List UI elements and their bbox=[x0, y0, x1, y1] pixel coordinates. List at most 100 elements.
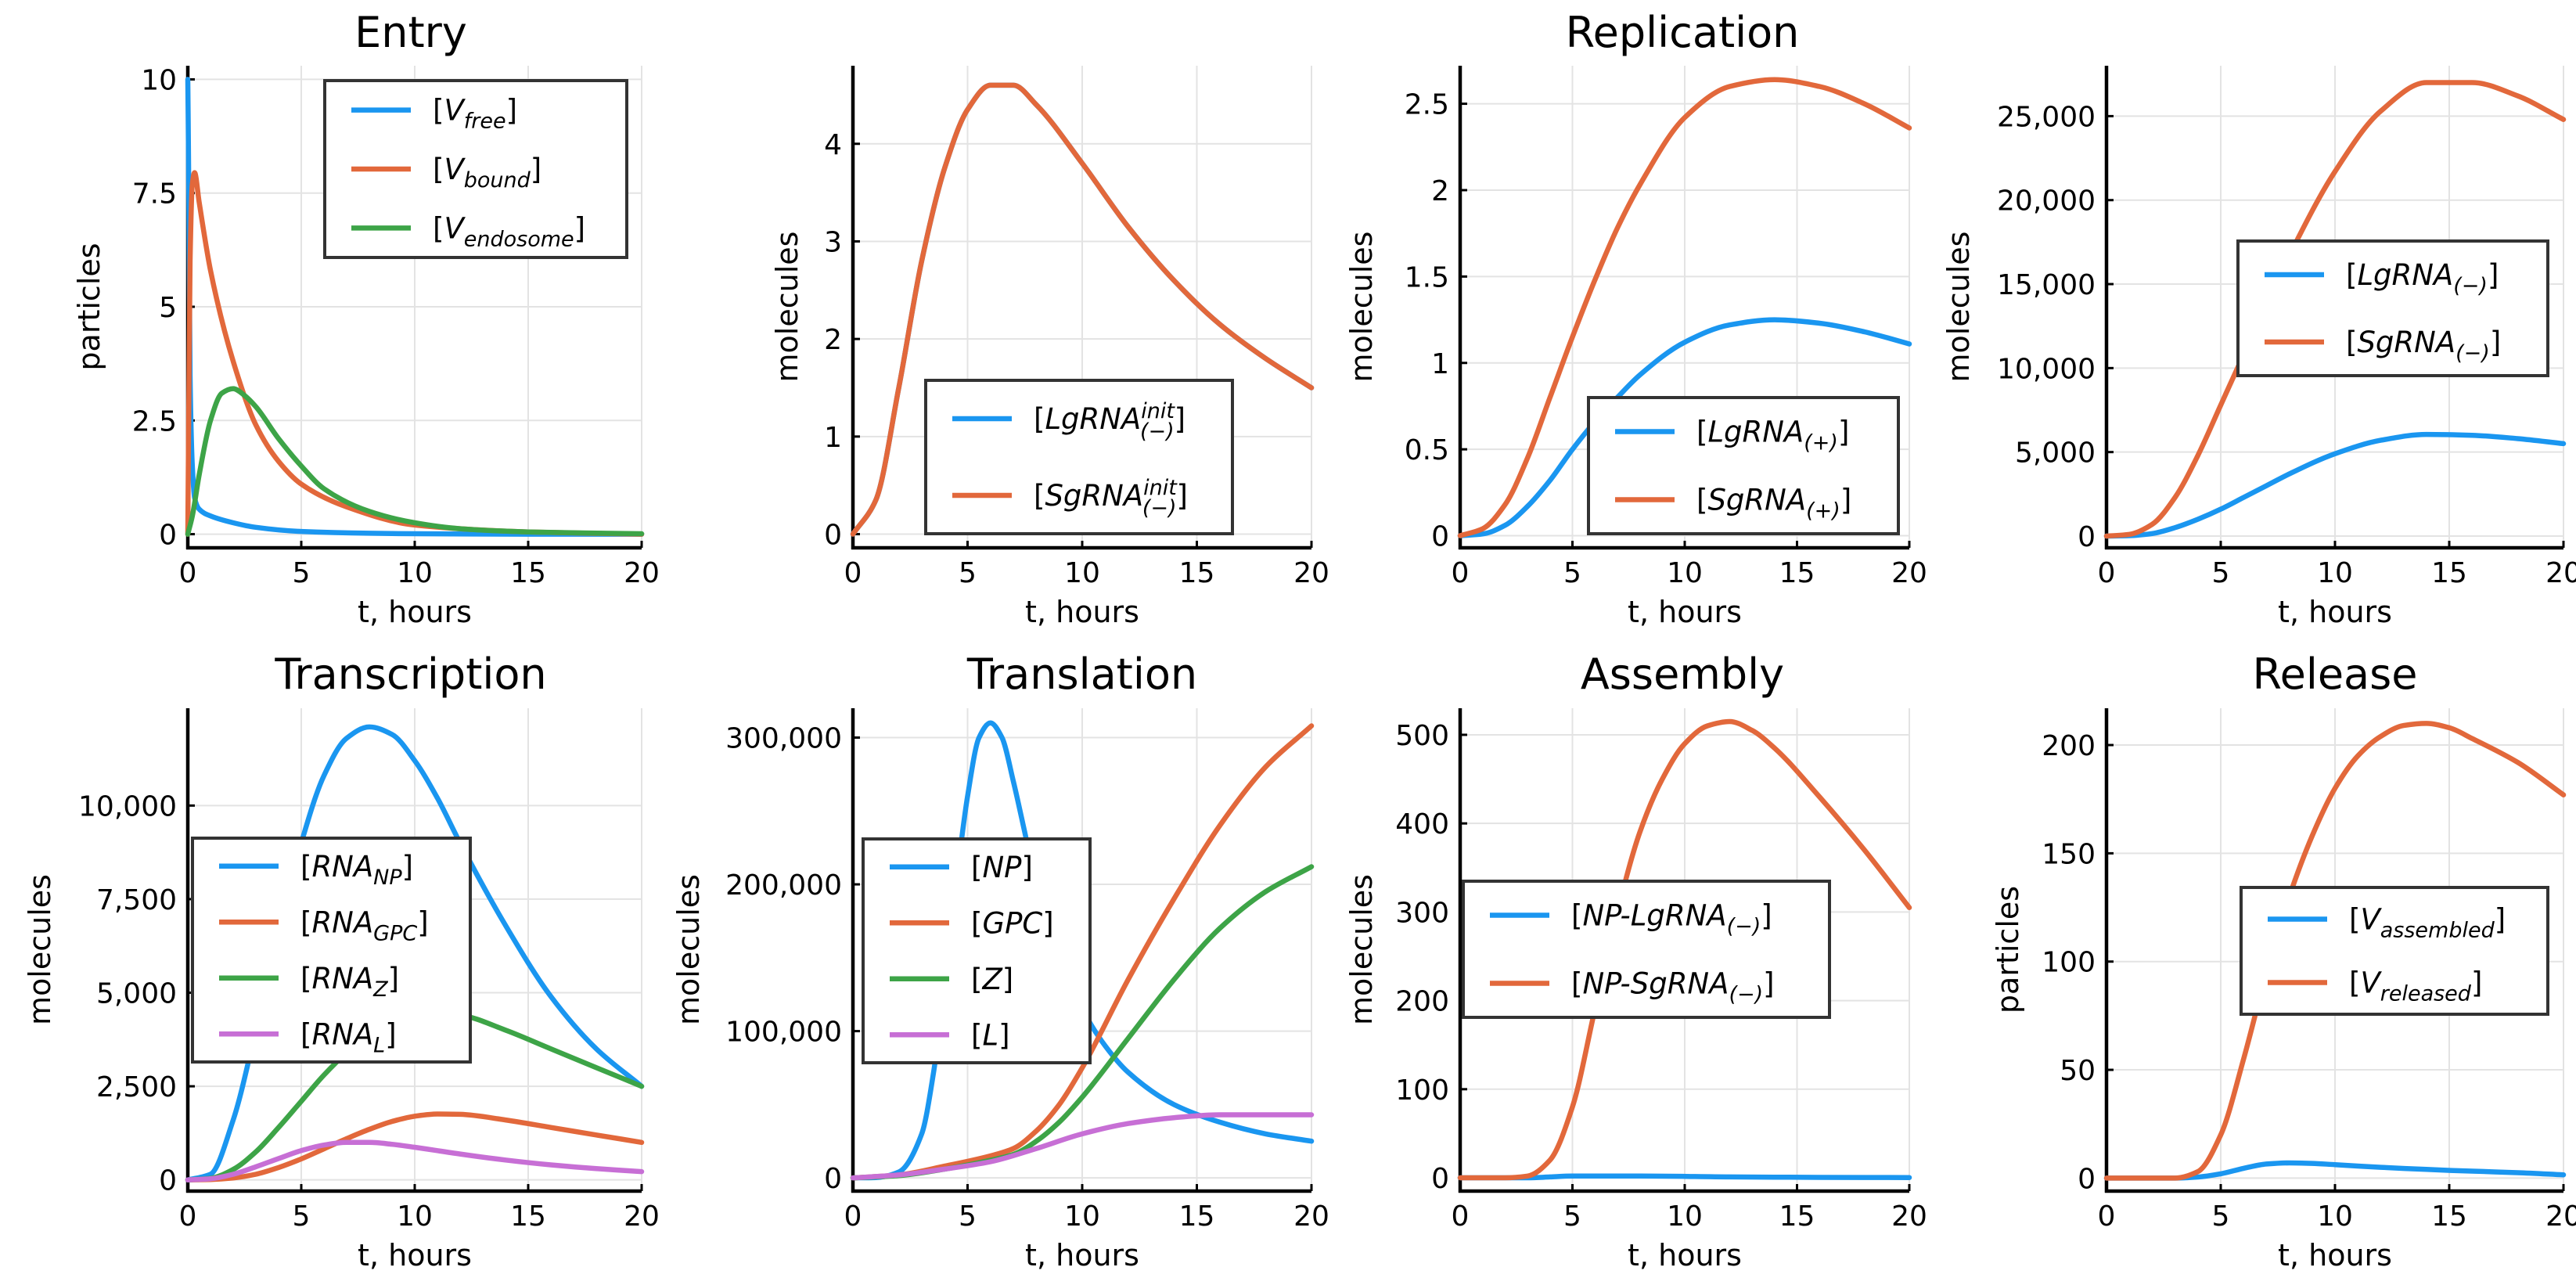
x-tick-label: 10 bbox=[1064, 557, 1100, 589]
y-axis-label: molecules bbox=[1344, 232, 1379, 383]
series-line-3 bbox=[185, 386, 645, 537]
legend-bracket: [ bbox=[1034, 402, 1045, 436]
series-line-2 bbox=[1457, 718, 1912, 1181]
y-tick-label: 2 bbox=[1431, 175, 1449, 207]
legend-subscript: (+) bbox=[1804, 431, 1838, 455]
legend-subscript: released bbox=[2380, 982, 2472, 1006]
legend-bracket: ] bbox=[1761, 899, 1772, 933]
legend-entry: [RNAGPC] bbox=[300, 905, 429, 945]
x-tick-label: 10 bbox=[1667, 557, 1703, 589]
legend-bracket: [ bbox=[1571, 899, 1582, 933]
legend-entry: [RNAZ] bbox=[300, 962, 399, 1002]
x-axis-label: t, hours bbox=[358, 1238, 472, 1272]
x-tick-label: 0 bbox=[2098, 1200, 2116, 1233]
legend-bracket: [ bbox=[433, 94, 444, 128]
x-tick-label: 10 bbox=[1064, 1200, 1100, 1233]
legend-box bbox=[2240, 886, 2549, 1016]
legend-bracket: [ bbox=[971, 1018, 982, 1052]
legend-variable: V bbox=[444, 211, 466, 245]
x-tick-label: 20 bbox=[1891, 557, 1927, 589]
series-line-1 bbox=[850, 720, 1315, 1181]
legend-bracket: [ bbox=[1696, 416, 1707, 449]
y-tick-label: 5,000 bbox=[96, 978, 177, 1010]
legend-subscript: endosome bbox=[464, 227, 574, 251]
legend-bracket: [ bbox=[2349, 903, 2360, 937]
x-tick-label: 20 bbox=[624, 1200, 660, 1233]
y-tick-label: 2,500 bbox=[96, 1071, 177, 1103]
y-tick-label: 50 bbox=[2060, 1055, 2096, 1087]
y-tick-label: 7.5 bbox=[132, 178, 177, 211]
x-tick-label: 5 bbox=[959, 557, 977, 589]
legend-bracket: [ bbox=[1571, 967, 1582, 1001]
legend-entry: [Vassembled] bbox=[2349, 903, 2506, 943]
x-axis-label: t, hours bbox=[358, 595, 472, 629]
legend-box bbox=[1462, 880, 1831, 1019]
legend: [LgRNAinit (−)][SgRNAinit (−)] bbox=[924, 379, 1234, 535]
x-tick-label: 20 bbox=[1293, 1200, 1329, 1233]
legend-subscript: (−) bbox=[1142, 496, 1177, 520]
x-tick-label: 0 bbox=[1452, 557, 1470, 589]
x-tick-label: 15 bbox=[1179, 1200, 1215, 1233]
y-tick-label: 300,000 bbox=[725, 723, 842, 755]
y-tick-label: 300 bbox=[1395, 897, 1449, 929]
y-tick-label: 2.5 bbox=[1405, 89, 1449, 121]
x-tick-label: 5 bbox=[959, 1200, 977, 1233]
legend-variable: V bbox=[2360, 966, 2382, 1000]
x-axis-label: t, hours bbox=[1025, 595, 1139, 629]
y-tick-label: 4 bbox=[824, 129, 842, 161]
y-axis-label: molecules bbox=[23, 874, 57, 1025]
y-tick-label: 25,000 bbox=[1997, 101, 2096, 133]
legend-subscript: (−) bbox=[2455, 341, 2490, 365]
legend-variable: SgRNA bbox=[2357, 326, 2455, 359]
x-tick-label: 20 bbox=[1293, 557, 1329, 589]
y-tick-label: 10,000 bbox=[1997, 353, 2096, 385]
x-tick-label: 20 bbox=[624, 557, 660, 589]
x-axis-label: t, hours bbox=[2278, 595, 2392, 629]
x-tick-label: 10 bbox=[397, 1200, 433, 1233]
legend-bracket: [ bbox=[971, 963, 982, 996]
y-axis-label: molecules bbox=[770, 232, 804, 383]
x-tick-label: 20 bbox=[1891, 1200, 1927, 1233]
legend-box bbox=[191, 837, 472, 1064]
series-line-1 bbox=[2103, 1160, 2567, 1181]
legend-subscript: L bbox=[373, 1033, 385, 1057]
legend-bracket: [ bbox=[300, 905, 311, 939]
chart-title: Release bbox=[2253, 650, 2418, 699]
y-tick-label: 100 bbox=[1395, 1074, 1449, 1107]
y-axis-label: molecules bbox=[1344, 874, 1379, 1025]
y-tick-label: 500 bbox=[1395, 720, 1449, 752]
legend-entry: [SgRNAinit (−)] bbox=[1034, 476, 1188, 520]
legend: [NP-LgRNA(−)][NP-SgRNA(−)] bbox=[1462, 880, 1831, 1019]
legend-bracket: ] bbox=[1042, 906, 1053, 940]
y-axis-label: molecules bbox=[671, 874, 706, 1025]
legend-entry: [LgRNA(−)] bbox=[2346, 258, 2499, 298]
legend-entry: [Z] bbox=[971, 963, 1013, 996]
legend-entry: [NP] bbox=[971, 851, 1033, 884]
y-tick-label: 2.5 bbox=[132, 405, 177, 437]
x-tick-label: 15 bbox=[1779, 557, 1815, 589]
legend-subscript: free bbox=[464, 110, 506, 134]
y-axis-label: particles bbox=[1991, 886, 2025, 1013]
y-tick-label: 200 bbox=[2042, 730, 2096, 762]
legend-entry: [Vbound] bbox=[433, 153, 541, 193]
legend-variable: RNA bbox=[311, 905, 373, 939]
x-tick-label: 15 bbox=[2431, 1200, 2467, 1233]
legend-variable: RNA bbox=[311, 850, 373, 884]
legend-variable: NP bbox=[982, 851, 1022, 884]
legend-variable: GPC bbox=[982, 906, 1042, 940]
chart-title: Replication bbox=[1566, 8, 1800, 57]
legend-entry: [L] bbox=[971, 1018, 1010, 1052]
series-line-2 bbox=[2103, 721, 2567, 1181]
chart-title: Entry bbox=[354, 8, 467, 57]
x-tick-label: 5 bbox=[1563, 1200, 1581, 1233]
legend-bracket: ] bbox=[1021, 851, 1032, 884]
legend-subscript: (−) bbox=[1727, 915, 1761, 939]
x-tick-label: 10 bbox=[2317, 1200, 2353, 1233]
legend-variable: NP-LgRNA bbox=[1582, 899, 1726, 933]
legend-bracket: ] bbox=[1838, 416, 1849, 449]
y-tick-label: 0 bbox=[159, 520, 177, 552]
x-tick-label: 5 bbox=[1563, 557, 1581, 589]
legend-bracket: [ bbox=[300, 850, 311, 884]
legend-subscript: bound bbox=[464, 168, 531, 193]
y-tick-label: 20,000 bbox=[1997, 185, 2096, 218]
